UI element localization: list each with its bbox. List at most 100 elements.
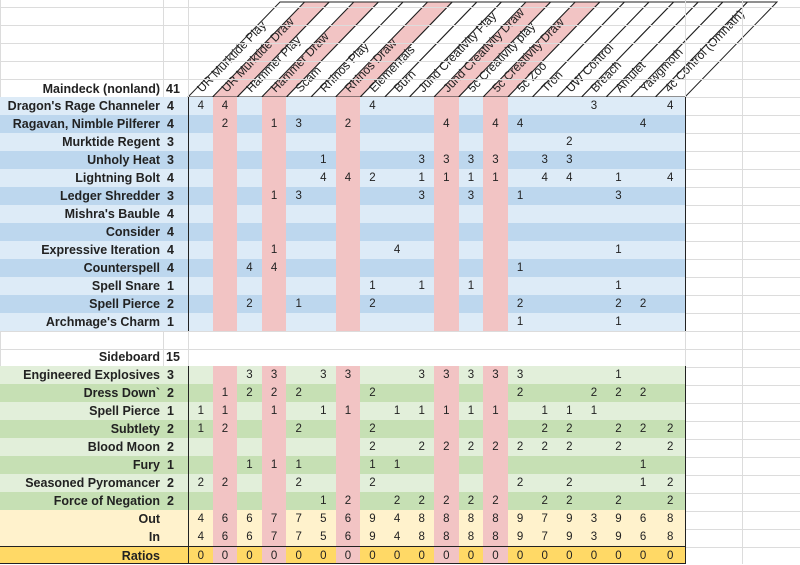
matchup-cell[interactable]: 2 [532, 420, 558, 438]
matchup-cell[interactable] [212, 438, 239, 456]
matchup-cell[interactable] [188, 115, 214, 133]
matchup-cell[interactable] [581, 151, 608, 169]
matchup-cell[interactable]: 1 [557, 402, 583, 420]
matchup-cell[interactable] [212, 151, 239, 169]
matchup-cell[interactable]: 6 [630, 528, 657, 546]
matchup-cell[interactable] [261, 313, 288, 331]
matchup-cell[interactable] [630, 223, 657, 241]
matchup-cell[interactable] [606, 223, 632, 241]
matchup-cell[interactable]: 6 [630, 510, 657, 528]
matchup-cell[interactable]: 9 [507, 510, 534, 528]
matchup-cell[interactable]: 1 [286, 456, 312, 474]
matchup-cell[interactable]: 1 [311, 151, 337, 169]
matchup-cell[interactable] [212, 187, 239, 205]
matchup-cell[interactable] [311, 438, 337, 456]
matchup-cell[interactable]: 3 [409, 151, 435, 169]
matchup-cell[interactable] [409, 97, 435, 115]
matchup-cell[interactable]: 2 [360, 474, 386, 492]
matchup-cell[interactable] [311, 133, 337, 151]
matchup-cell[interactable]: 8 [434, 510, 460, 528]
matchup-cell[interactable] [483, 456, 509, 474]
matchup-cell[interactable]: 1 [507, 259, 534, 277]
matchup-cell[interactable] [335, 241, 362, 259]
matchup-cell[interactable]: 2 [458, 492, 485, 510]
matchup-cell[interactable] [311, 205, 337, 223]
matchup-cell[interactable]: 4 [360, 97, 386, 115]
matchup-cell[interactable] [335, 205, 362, 223]
matchup-cell[interactable]: 1 [212, 402, 239, 420]
matchup-cell[interactable] [212, 313, 239, 331]
matchup-cell[interactable]: 2 [483, 438, 509, 456]
matchup-cell[interactable]: 3 [458, 187, 485, 205]
matchup-cell[interactable] [483, 420, 509, 438]
matchup-cell[interactable]: 0 [311, 546, 337, 564]
matchup-cell[interactable] [360, 133, 386, 151]
matchup-cell[interactable] [237, 169, 263, 187]
matchup-cell[interactable] [434, 420, 460, 438]
matchup-cell[interactable]: 1 [311, 402, 337, 420]
matchup-cell[interactable] [507, 151, 534, 169]
matchup-cell[interactable]: 2 [409, 438, 435, 456]
matchup-cell[interactable] [311, 97, 337, 115]
matchup-cell[interactable] [581, 438, 608, 456]
matchup-cell[interactable] [655, 295, 686, 313]
matchup-cell[interactable]: 0 [507, 546, 534, 564]
matchup-cell[interactable]: 4 [335, 169, 362, 187]
matchup-cell[interactable] [311, 277, 337, 295]
matchup-cell[interactable]: 2 [360, 438, 386, 456]
matchup-cell[interactable]: 0 [630, 546, 657, 564]
matchup-cell[interactable] [606, 402, 632, 420]
matchup-cell[interactable] [507, 205, 534, 223]
matchup-cell[interactable] [360, 151, 386, 169]
matchup-cell[interactable]: 0 [384, 546, 411, 564]
matchup-cell[interactable]: 2 [360, 420, 386, 438]
matchup-cell[interactable] [581, 295, 608, 313]
matchup-cell[interactable]: 3 [483, 151, 509, 169]
matchup-cell[interactable] [286, 492, 312, 510]
matchup-cell[interactable]: 1 [384, 402, 411, 420]
matchup-cell[interactable] [335, 456, 362, 474]
matchup-cell[interactable] [434, 133, 460, 151]
matchup-cell[interactable] [360, 259, 386, 277]
matchup-cell[interactable]: 9 [557, 510, 583, 528]
matchup-cell[interactable]: 3 [311, 366, 337, 384]
matchup-cell[interactable] [458, 133, 485, 151]
matchup-cell[interactable]: 6 [335, 528, 362, 546]
matchup-cell[interactable] [286, 259, 312, 277]
matchup-cell[interactable] [335, 474, 362, 492]
matchup-cell[interactable] [360, 313, 386, 331]
matchup-cell[interactable]: 0 [360, 546, 386, 564]
matchup-cell[interactable] [237, 313, 263, 331]
matchup-cell[interactable]: 3 [507, 366, 534, 384]
matchup-cell[interactable]: 0 [188, 546, 214, 564]
matchup-cell[interactable] [532, 187, 558, 205]
matchup-cell[interactable] [237, 205, 263, 223]
matchup-cell[interactable]: 4 [311, 169, 337, 187]
matchup-cell[interactable]: 2 [655, 420, 686, 438]
matchup-cell[interactable] [261, 151, 288, 169]
matchup-cell[interactable]: 0 [532, 546, 558, 564]
matchup-cell[interactable] [434, 295, 460, 313]
matchup-cell[interactable]: 9 [360, 510, 386, 528]
matchup-cell[interactable]: 2 [655, 474, 686, 492]
matchup-cell[interactable] [286, 151, 312, 169]
matchup-cell[interactable] [188, 277, 214, 295]
matchup-cell[interactable] [581, 277, 608, 295]
matchup-cell[interactable]: 4 [507, 115, 534, 133]
matchup-cell[interactable] [557, 456, 583, 474]
matchup-cell[interactable]: 4 [384, 510, 411, 528]
matchup-cell[interactable] [532, 133, 558, 151]
matchup-cell[interactable]: 4 [261, 259, 288, 277]
matchup-cell[interactable]: 3 [261, 366, 288, 384]
matchup-cell[interactable]: 8 [483, 528, 509, 546]
matchup-cell[interactable]: 1 [458, 402, 485, 420]
matchup-cell[interactable]: 7 [261, 528, 288, 546]
matchup-cell[interactable]: 1 [458, 277, 485, 295]
matchup-cell[interactable] [458, 313, 485, 331]
matchup-cell[interactable]: 1 [311, 492, 337, 510]
matchup-cell[interactable] [557, 366, 583, 384]
matchup-cell[interactable]: 2 [212, 474, 239, 492]
matchup-cell[interactable]: 2 [188, 474, 214, 492]
matchup-cell[interactable] [434, 259, 460, 277]
matchup-cell[interactable] [212, 277, 239, 295]
